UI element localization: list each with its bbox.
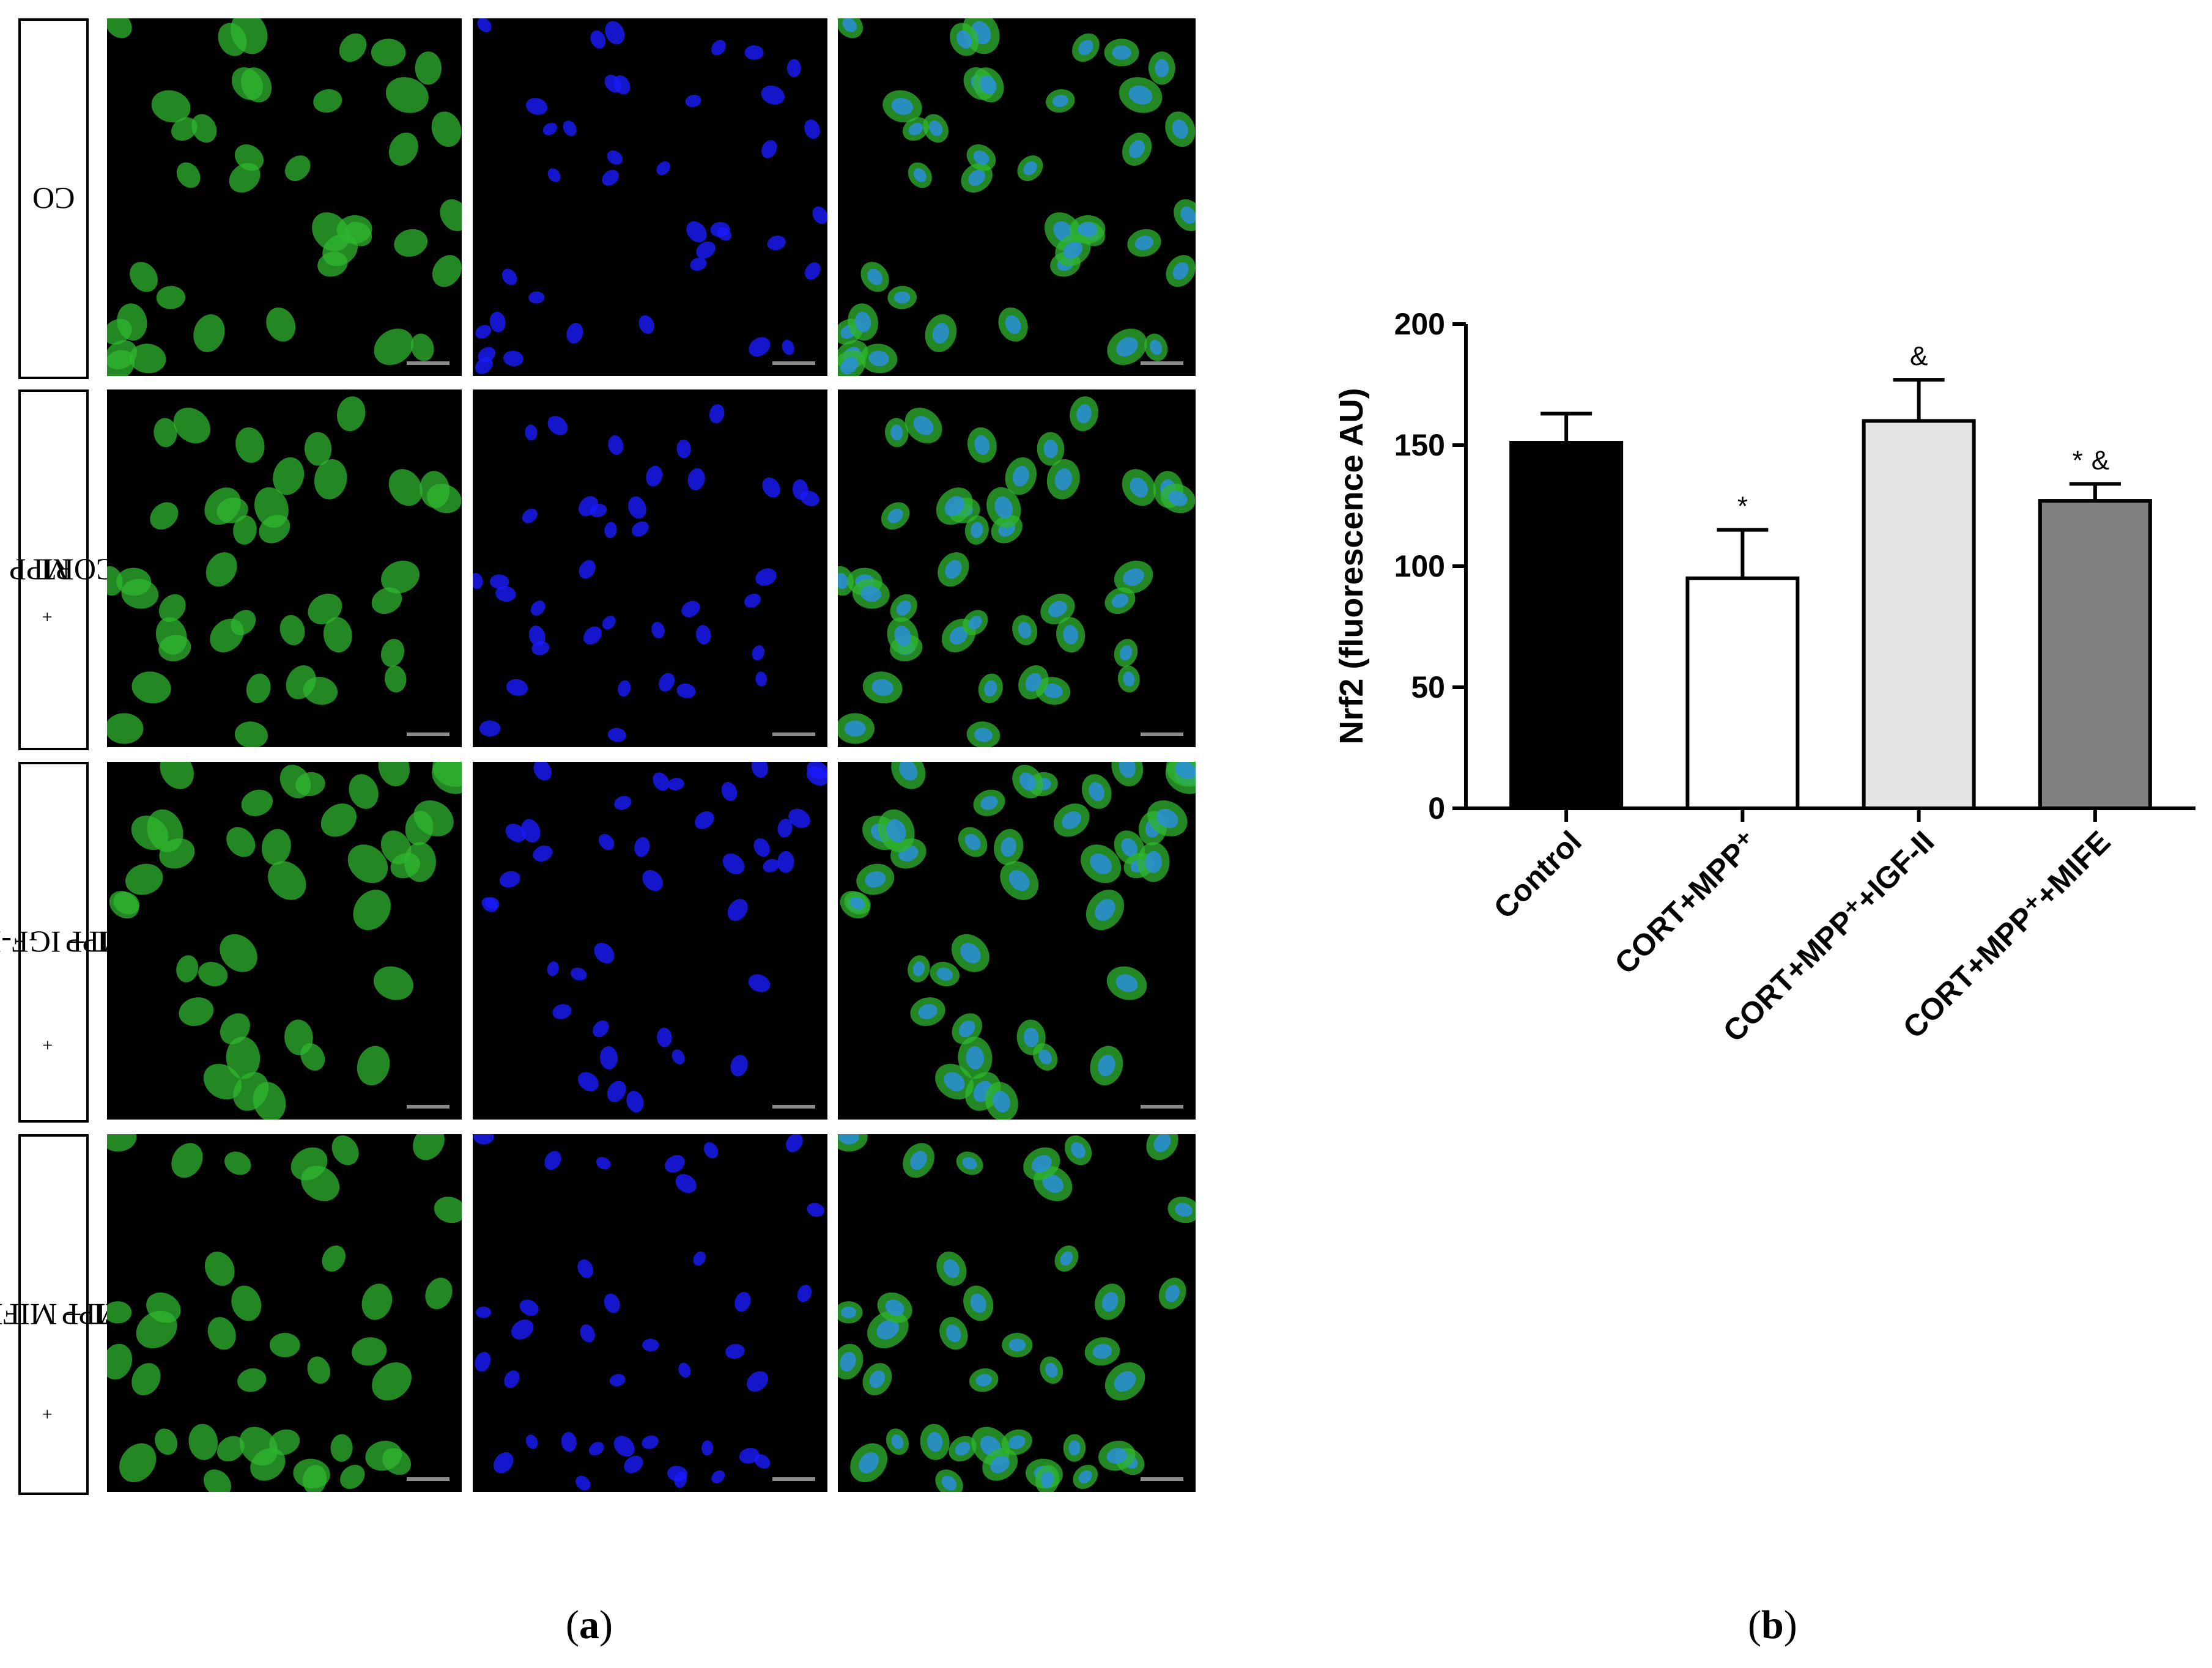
scale-bar (772, 361, 815, 365)
micrograph-green-nrf2 (107, 18, 462, 376)
scale-bar (772, 1105, 815, 1109)
y-tick-label: 150 (1394, 428, 1445, 462)
scale-bar (407, 361, 449, 365)
significance-mark: & (1910, 341, 1928, 371)
micrograph-merged (838, 389, 1196, 747)
scale-bar (772, 1477, 815, 1481)
significance-mark: * (1737, 492, 1748, 522)
scale-bar (1141, 1105, 1183, 1109)
tag-paren: ( (1748, 1603, 1761, 1647)
micrograph-merged (838, 762, 1196, 1120)
row-label-sup: + (37, 611, 57, 622)
y-tick-label: 50 (1411, 670, 1445, 704)
panel-a-tag: (a) (566, 1602, 613, 1648)
tag-paren: ) (599, 1603, 613, 1647)
x-tick-label: Control (1487, 824, 1588, 925)
y-axis-label: Nrf2 (fluorescence AU) (1333, 388, 1370, 744)
micrograph-green-nrf2 (107, 762, 462, 1120)
micrograph-merged (838, 18, 1196, 376)
bar (2038, 499, 2152, 811)
scale-bar (1141, 733, 1183, 736)
bar (1862, 419, 1976, 810)
tag-letter: a (579, 1603, 599, 1647)
tag-paren: ) (1783, 1603, 1797, 1647)
row-label-mpp-cort-igf: MPP + + CORT + IGF-II (0, 762, 197, 1123)
scale-bar (407, 1105, 449, 1109)
micrograph-green-nrf2 (107, 389, 462, 747)
row-label-sup: + (37, 1409, 57, 1420)
scale-bar (407, 733, 449, 736)
y-tick-label: 0 (1428, 791, 1445, 825)
y-tick-label: 100 (1394, 549, 1445, 583)
significance-mark: *& (2073, 445, 2118, 475)
scale-bar (1141, 361, 1183, 365)
y-tick-label: 200 (1394, 307, 1445, 341)
scale-bar (407, 1477, 449, 1481)
tag-paren: ( (566, 1603, 579, 1647)
panel-b-tag: (b) (1748, 1602, 1797, 1648)
micrograph-blue-dapi (473, 1134, 827, 1492)
row-label-co: CO (18, 18, 89, 379)
x-tick-label: CORT+MPP⁺ (1608, 824, 1764, 981)
row-label-sup: + (37, 1040, 57, 1050)
bar (1685, 576, 1800, 810)
row-label-mpp-cort-mife: MPP + + CORT + MIFE (0, 1134, 194, 1495)
x-tick-label: CORT+MPP⁺+IGF-II (1717, 824, 1941, 1049)
scale-bar (1141, 1477, 1183, 1481)
micrograph-blue-dapi (473, 389, 827, 747)
row-label-text: CO (32, 182, 75, 216)
x-tick-label: CORT+MPP⁺+MIFE (1896, 824, 2117, 1045)
micrograph-green-nrf2 (107, 1134, 462, 1492)
micrograph-merged (838, 1134, 1196, 1492)
tag-letter: b (1761, 1603, 1784, 1647)
row-label-mpp-cort: MPP + + CORT (9, 389, 141, 750)
bar (1509, 441, 1624, 810)
micrograph-blue-dapi (473, 762, 827, 1120)
scale-bar (772, 733, 815, 736)
micrograph-blue-dapi (473, 18, 827, 376)
